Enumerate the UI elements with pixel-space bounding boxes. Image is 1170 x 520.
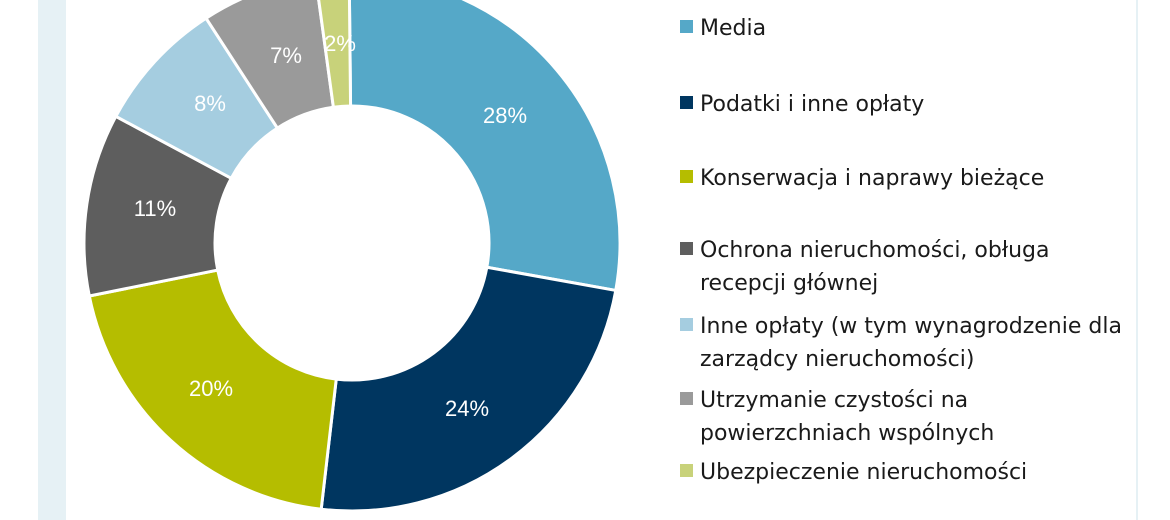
slice-label-1: 28% [483,103,527,128]
legend-label-5: Inne opłaty (w tym wynagrodzenie dla zar… [700,314,1122,372]
slice-label-3: 20% [189,376,233,401]
legend-item-1: Media [680,12,1140,45]
slice-2 [319,265,618,513]
slice-label-6: 7% [270,43,302,68]
legend-label-3: Konserwacja i naprawy bieżące [700,166,1045,191]
slice-label-4: 11% [134,196,176,221]
legend-label-2: Podatki i inne opłaty [700,92,925,117]
slice-label-2: 24% [445,396,489,421]
legend-item-4: Ochrona nieruchomości, obługa recepcji g… [680,234,1140,300]
legend-item-6: Utrzymanie czystości na powierzchniach w… [680,384,1140,450]
legend-item-3: Konserwacja i naprawy bieżące [680,162,1140,195]
legend-label-4: Ochrona nieruchomości, obługa recepcji g… [700,238,1050,296]
slice-7 [317,0,353,109]
slice-1 [347,0,622,293]
legend-swatch-7 [680,464,693,477]
legend-swatch-5 [680,318,693,331]
legend: Media Podatki i inne opłaty Konserwacja i … [680,0,1140,520]
legend-swatch-1 [680,20,693,33]
legend-label-6: Utrzymanie czystości na powierzchniach w… [700,388,995,446]
legend-item-7: Ubezpieczenie nieruchomości [680,456,1140,489]
legend-swatch-4 [680,242,693,255]
legend-label-1: Media [700,16,767,41]
legend-swatch-6 [680,392,693,405]
legend-label-7: Ubezpieczenie nieruchomości [700,460,1028,485]
slice-label-7: 2% [324,31,356,56]
legend-item-5: Inne opłaty (w tym wynagrodzenie dla zar… [680,310,1140,376]
slice-3 [87,268,338,511]
legend-swatch-2 [680,96,693,109]
slice-label-5: 8% [194,91,226,116]
legend-swatch-3 [680,170,693,183]
slice-6 [203,0,336,131]
legend-item-2: Podatki i inne opłaty [680,88,1140,121]
